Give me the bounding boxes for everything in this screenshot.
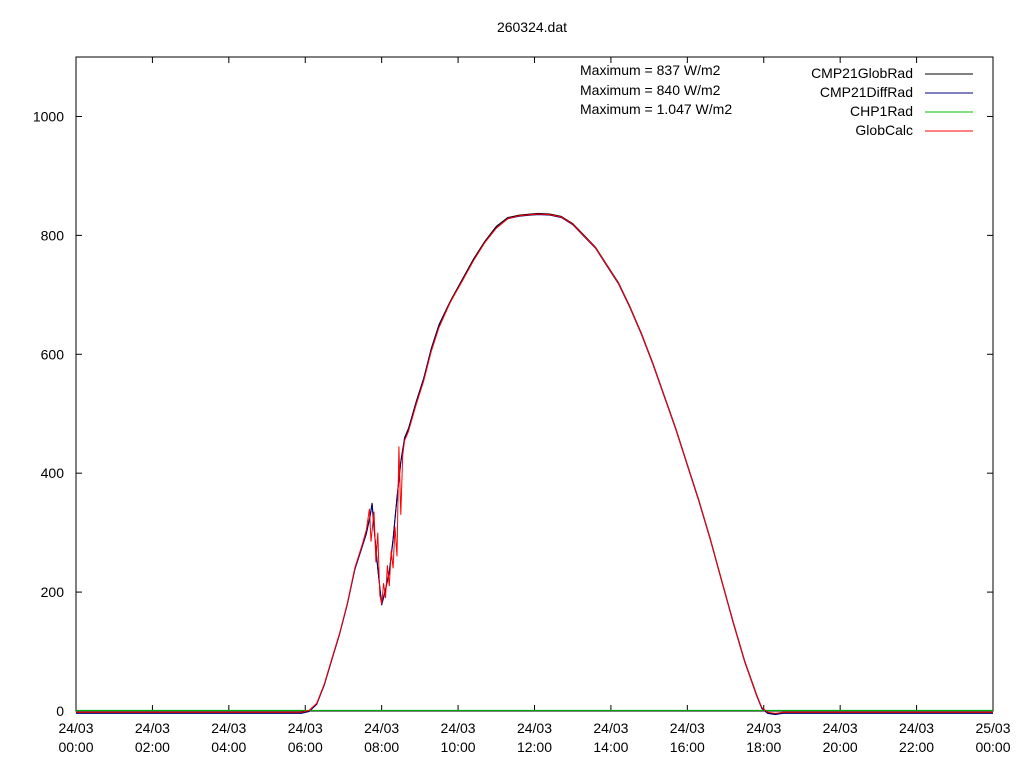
x-tick-label-time: 10:00 xyxy=(441,739,476,755)
x-tick-label-date: 24/03 xyxy=(593,720,628,736)
annotation-max-chp1rad: Maximum = 1.047 W/m2 xyxy=(580,101,732,117)
x-tick-label-date: 25/03 xyxy=(975,720,1010,736)
x-tick-label-time: 12:00 xyxy=(517,739,552,755)
x-tick-label-time: 00:00 xyxy=(58,739,93,755)
x-tick-label-time: 06:00 xyxy=(288,739,323,755)
series-line-globcalc xyxy=(76,213,993,714)
y-tick-label: 600 xyxy=(41,346,65,362)
x-tick-label-time: 20:00 xyxy=(823,739,858,755)
legend-label-cmp21globrad: CMP21GlobRad xyxy=(811,65,913,81)
series-line-cmp21globrad xyxy=(76,212,993,715)
legend-label-chp1rad: CHP1Rad xyxy=(850,103,913,119)
y-tick-label: 200 xyxy=(41,584,65,600)
x-tick-label-time: 16:00 xyxy=(670,739,705,755)
legend: CMP21GlobRad CMP21DiffRad CHP1Rad GlobCalc xyxy=(811,65,973,138)
x-tick-label-date: 24/03 xyxy=(135,720,170,736)
y-tick-label: 0 xyxy=(56,703,64,719)
x-tick-label-date: 24/03 xyxy=(823,720,858,736)
x-tick-label-time: 02:00 xyxy=(135,739,170,755)
x-tick-label-time: 08:00 xyxy=(364,739,399,755)
series-lines xyxy=(76,212,993,716)
plot-frame xyxy=(75,56,994,712)
y-tick-label: 1000 xyxy=(33,108,64,124)
x-tick-label-date: 24/03 xyxy=(364,720,399,736)
x-tick-label-date: 24/03 xyxy=(899,720,934,736)
legend-label-cmp21diffrad: CMP21DiffRad xyxy=(820,84,913,100)
max-annotations: Maximum = 837 W/m2 Maximum = 840 W/m2 Ma… xyxy=(580,62,732,117)
legend-label-globcalc: GlobCalc xyxy=(855,122,913,138)
x-tick-label-date: 24/03 xyxy=(746,720,781,736)
annotation-max-diffrad: Maximum = 840 W/m2 xyxy=(580,82,721,98)
x-axis: 24/03 00:00 24/03 02:00 24/03 04:00 24/03 06:00… xyxy=(58,57,1011,755)
x-tick-label-date: 24/03 xyxy=(517,720,552,736)
series-line-cmp21diffrad xyxy=(76,214,993,716)
x-tick-label-time: 22:00 xyxy=(899,739,934,755)
x-tick-label-time: 00:00 xyxy=(975,739,1010,755)
annotation-max-globrad: Maximum = 837 W/m2 xyxy=(580,62,721,78)
x-tick-label-date: 24/03 xyxy=(288,720,323,736)
x-tick-label-time: 14:00 xyxy=(593,739,628,755)
y-tick-label: 800 xyxy=(41,227,65,243)
chart-title: 260324.dat xyxy=(497,19,567,35)
x-tick-label-date: 24/03 xyxy=(211,720,246,736)
x-tick-label-date: 24/03 xyxy=(58,720,93,736)
x-tick-label-date: 24/03 xyxy=(670,720,705,736)
y-axis: 0 200 400 600 800 1000 xyxy=(33,108,993,719)
y-tick-label: 400 xyxy=(41,465,65,481)
x-tick-label-time: 18:00 xyxy=(746,739,781,755)
x-tick-label-date: 24/03 xyxy=(441,720,476,736)
x-tick-label-time: 04:00 xyxy=(211,739,246,755)
